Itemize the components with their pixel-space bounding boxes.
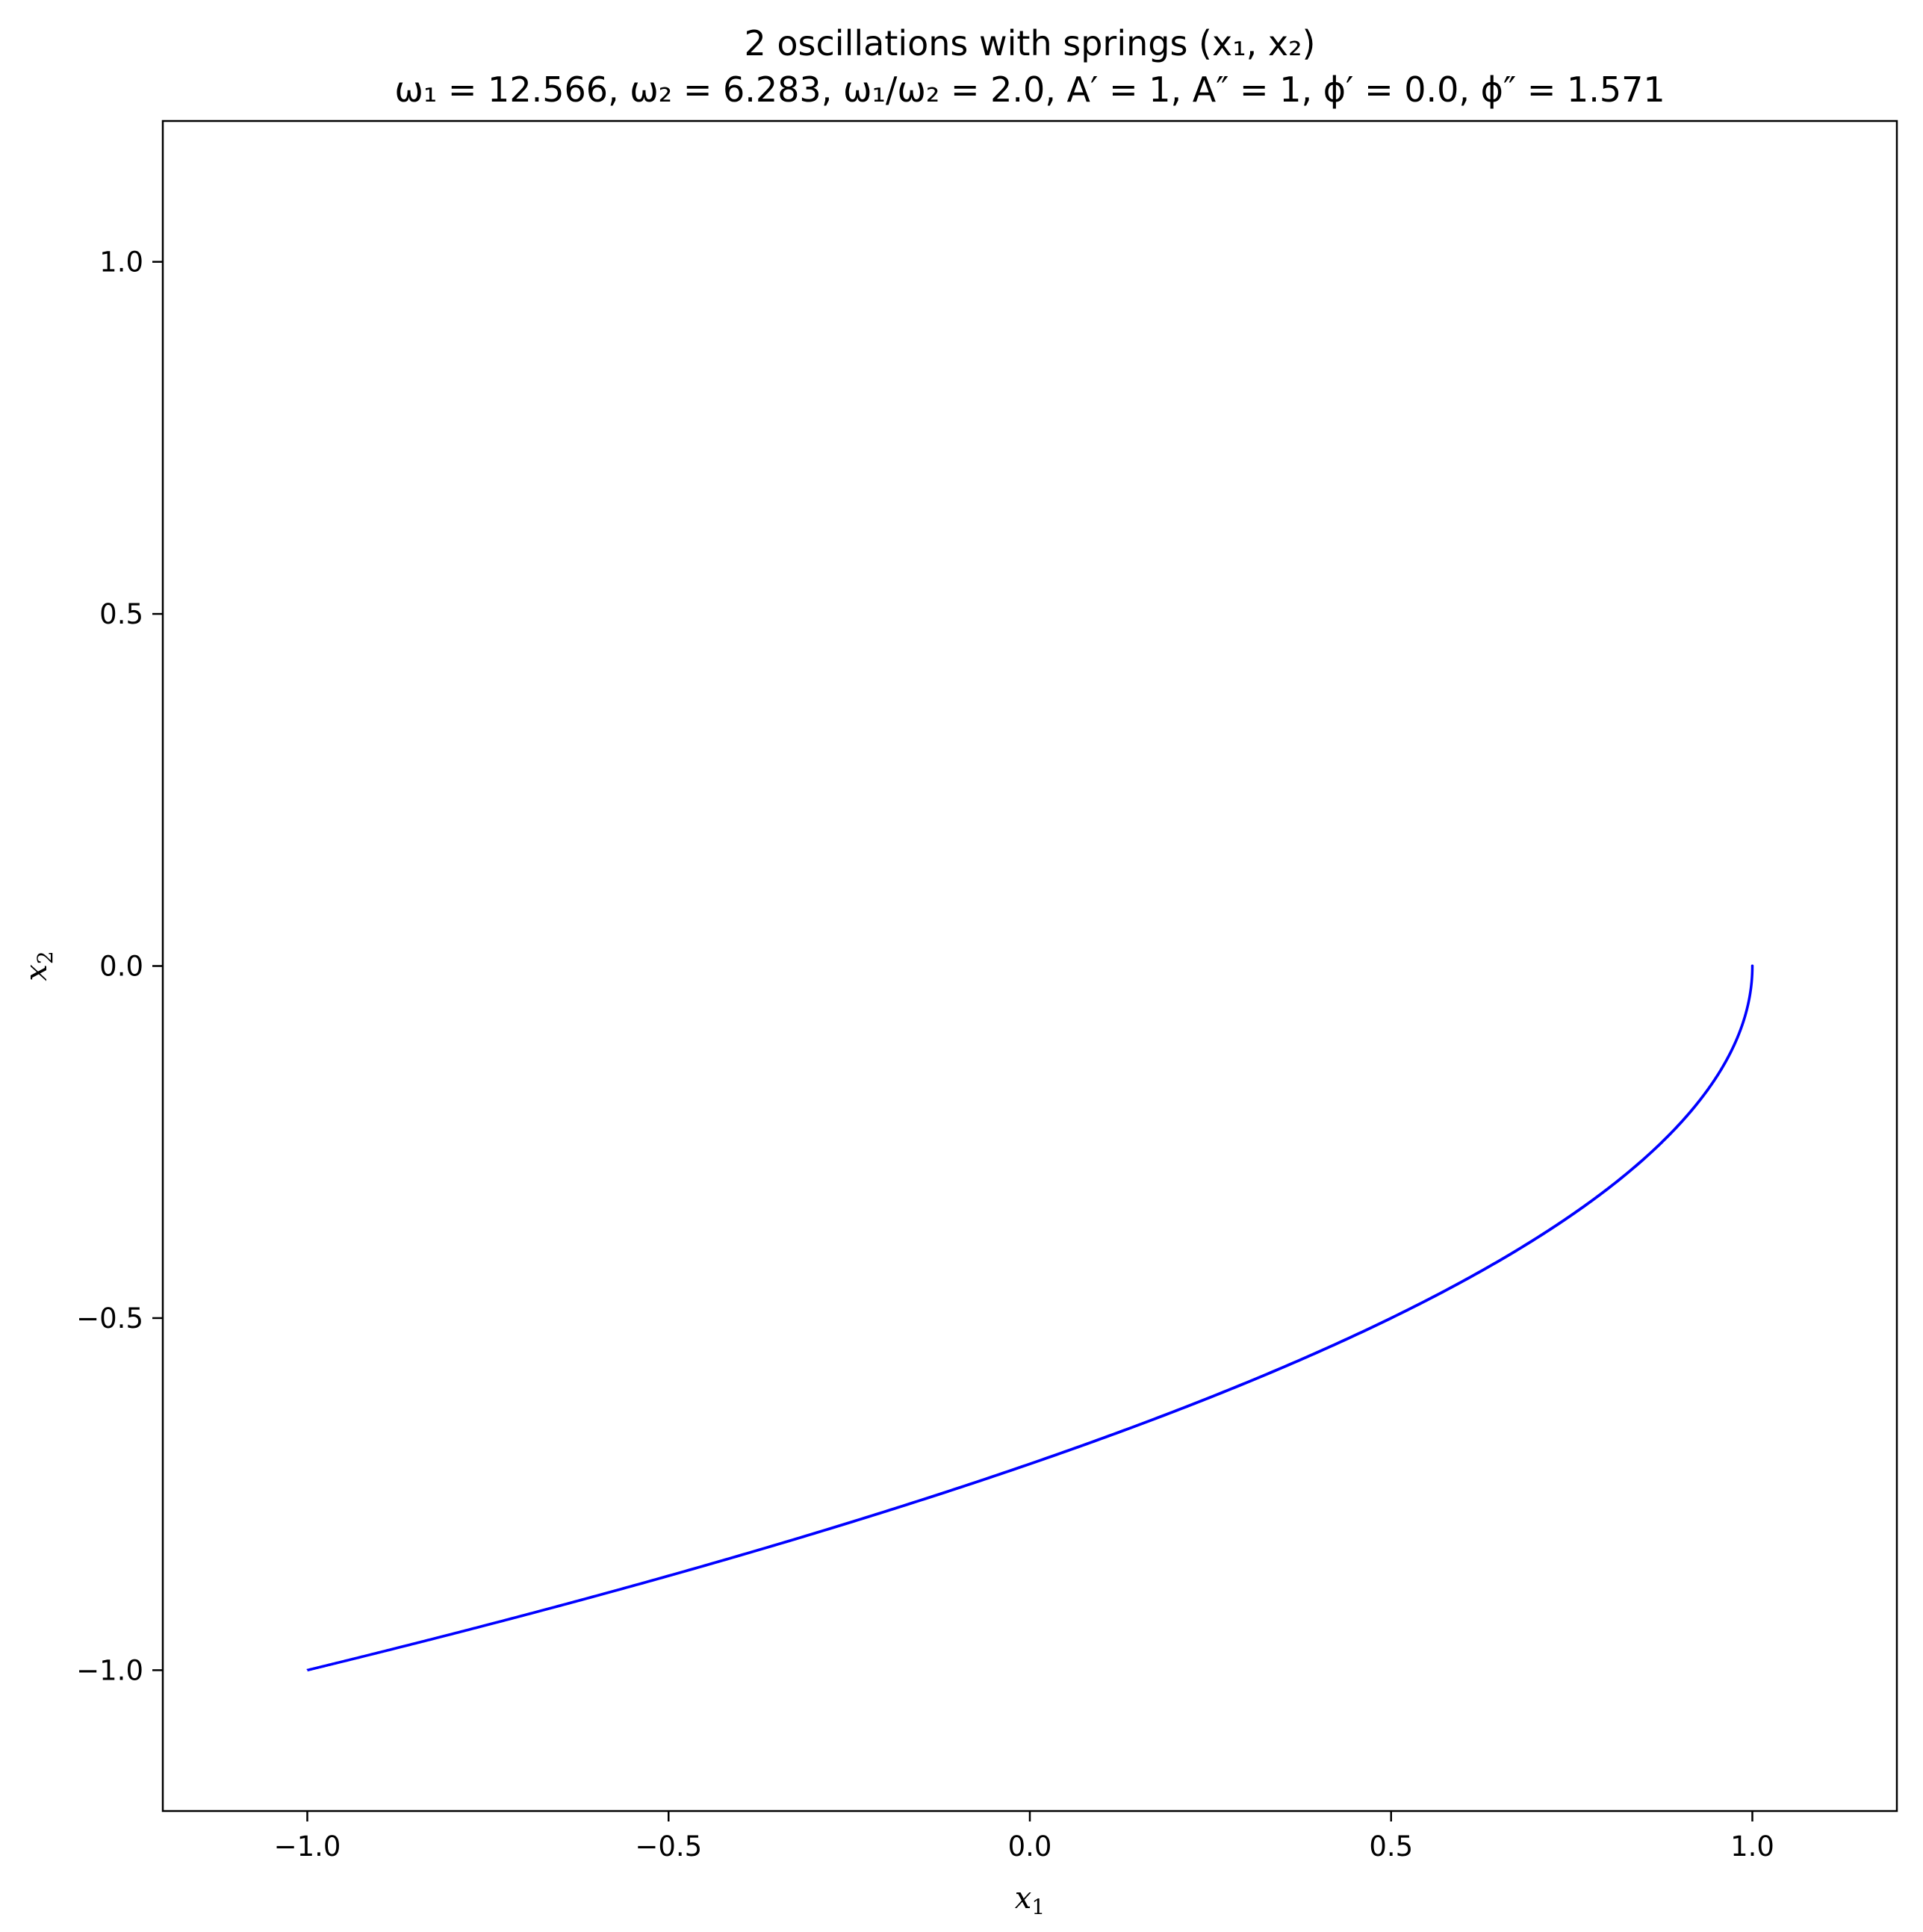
x-axis-label: x1 (1015, 1881, 1045, 1919)
x-tick-label: 1.0 (1730, 1830, 1774, 1863)
x-tick-label: 0.0 (1008, 1830, 1052, 1863)
x-axis-label-main: x (1015, 1881, 1032, 1916)
y-axis-label-main: x (19, 964, 54, 981)
y-tick-label: 0.5 (99, 598, 143, 630)
y-axis-ticks: −1.0 −0.5 0.0 0.5 1.0 (76, 246, 163, 1686)
y-tick-label: 1.0 (99, 246, 143, 279)
y-tick-label: 0.0 (99, 951, 143, 983)
x-axis-ticks: −1.0 −0.5 0.0 0.5 1.0 (274, 1811, 1774, 1863)
series-line (306, 964, 1754, 1672)
x-tick-label: −0.5 (635, 1830, 702, 1863)
chart-title: 2 oscillations with springs (x₁, x₂) (745, 23, 1316, 63)
y-axis-label-sub: 2 (33, 951, 58, 964)
x-axis-label-sub: 1 (1031, 1895, 1045, 1919)
plot-frame (161, 119, 1898, 1813)
y-tick-label: −0.5 (76, 1302, 143, 1335)
x-tick-label: −1.0 (274, 1830, 341, 1863)
x-tick-label: 0.5 (1369, 1830, 1413, 1863)
y-axis-label: x2 (19, 951, 58, 981)
chart-subtitle: ω₁ = 12.566, ω₂ = 6.283, ω₁/ω₂ = 2.0, A′… (394, 69, 1665, 110)
y-tick-label: −1.0 (76, 1654, 143, 1686)
